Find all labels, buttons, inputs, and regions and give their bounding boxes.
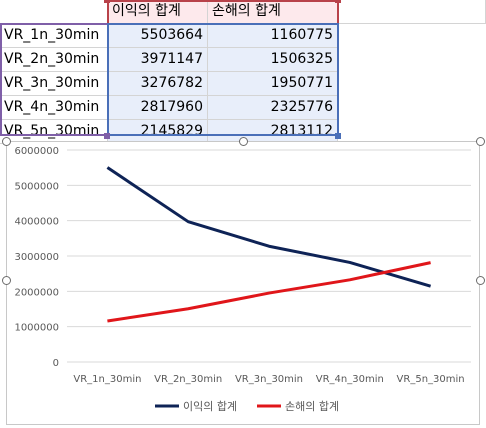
chart-resize-handle[interactable] (239, 137, 248, 146)
range-resize-handle[interactable] (104, 0, 110, 3)
series-line-1[interactable] (106, 166, 432, 288)
chart-legend[interactable]: 이익의 합계 손해의 합계 (155, 399, 339, 413)
x-tick-label: VR_2n_30min (154, 374, 222, 385)
x-axis-ticks: VR_1n_30min VR_2n_30min VR_3n_30min VR_4n_3… (73, 374, 464, 385)
profit-value[interactable]: 3971147 (108, 48, 208, 72)
row-label[interactable]: VR_1n_30min (0, 24, 108, 48)
row-label[interactable]: VR_3n_30min (0, 72, 108, 96)
chart-resize-handle[interactable] (476, 137, 485, 146)
loss-value[interactable]: 1950771 (208, 72, 338, 96)
spreadsheet-grid[interactable]: 이익의 합계 손해의 합계 VR_1n_30min 5503664 116077… (0, 0, 486, 144)
line-chart[interactable]: 0 1000000 2000000 3000000 4000000 5000000 6000… (6, 141, 480, 425)
header-profit-sum[interactable]: 이익의 합계 (108, 0, 208, 24)
y-tick-label: 3000000 (14, 252, 59, 263)
x-tick-label: VR_4n_30min (316, 374, 384, 385)
legend-label: 이익의 합계 (183, 400, 237, 413)
y-axis-ticks: 0 1000000 2000000 3000000 4000000 5000000 6000… (14, 146, 59, 369)
y-tick-label: 2000000 (14, 287, 59, 298)
profit-value[interactable]: 2817960 (108, 96, 208, 120)
legend-label: 손해의 합계 (285, 399, 339, 413)
chart-series (106, 166, 432, 323)
y-tick-label: 0 (53, 358, 59, 369)
x-tick-label: VR_5n_30min (397, 374, 465, 385)
range-resize-handle[interactable] (104, 133, 110, 139)
y-tick-label: 6000000 (14, 146, 59, 157)
chart-resize-handle[interactable] (2, 137, 11, 146)
x-tick-label: VR_3n_30min (235, 374, 303, 385)
loss-value[interactable]: 1506325 (208, 48, 338, 72)
header-loss-sum[interactable]: 손해의 합계 (208, 0, 338, 24)
profit-value[interactable]: 3276782 (108, 72, 208, 96)
chart-plot: 0 1000000 2000000 3000000 4000000 5000000 6000… (14, 146, 471, 413)
chart-resize-handle[interactable] (476, 276, 485, 285)
x-tick-label: VR_1n_30min (73, 374, 141, 385)
series-line-2[interactable] (107, 261, 431, 323)
y-tick-label: 4000000 (14, 217, 59, 228)
range-resize-handle[interactable] (335, 133, 341, 139)
loss-value[interactable]: 1160775 (208, 24, 338, 48)
row-label[interactable]: VR_4n_30min (0, 96, 108, 120)
loss-value[interactable]: 2325776 (208, 96, 338, 120)
chart-gridlines (67, 149, 471, 363)
row-label[interactable]: VR_2n_30min (0, 48, 108, 72)
range-resize-handle[interactable] (335, 0, 341, 3)
profit-value[interactable]: 5503664 (108, 24, 208, 48)
cell-a1[interactable] (0, 0, 108, 24)
cell-d1[interactable] (338, 0, 486, 24)
y-tick-label: 1000000 (14, 323, 59, 334)
y-tick-label: 5000000 (14, 181, 59, 192)
chart-resize-handle[interactable] (2, 276, 11, 285)
